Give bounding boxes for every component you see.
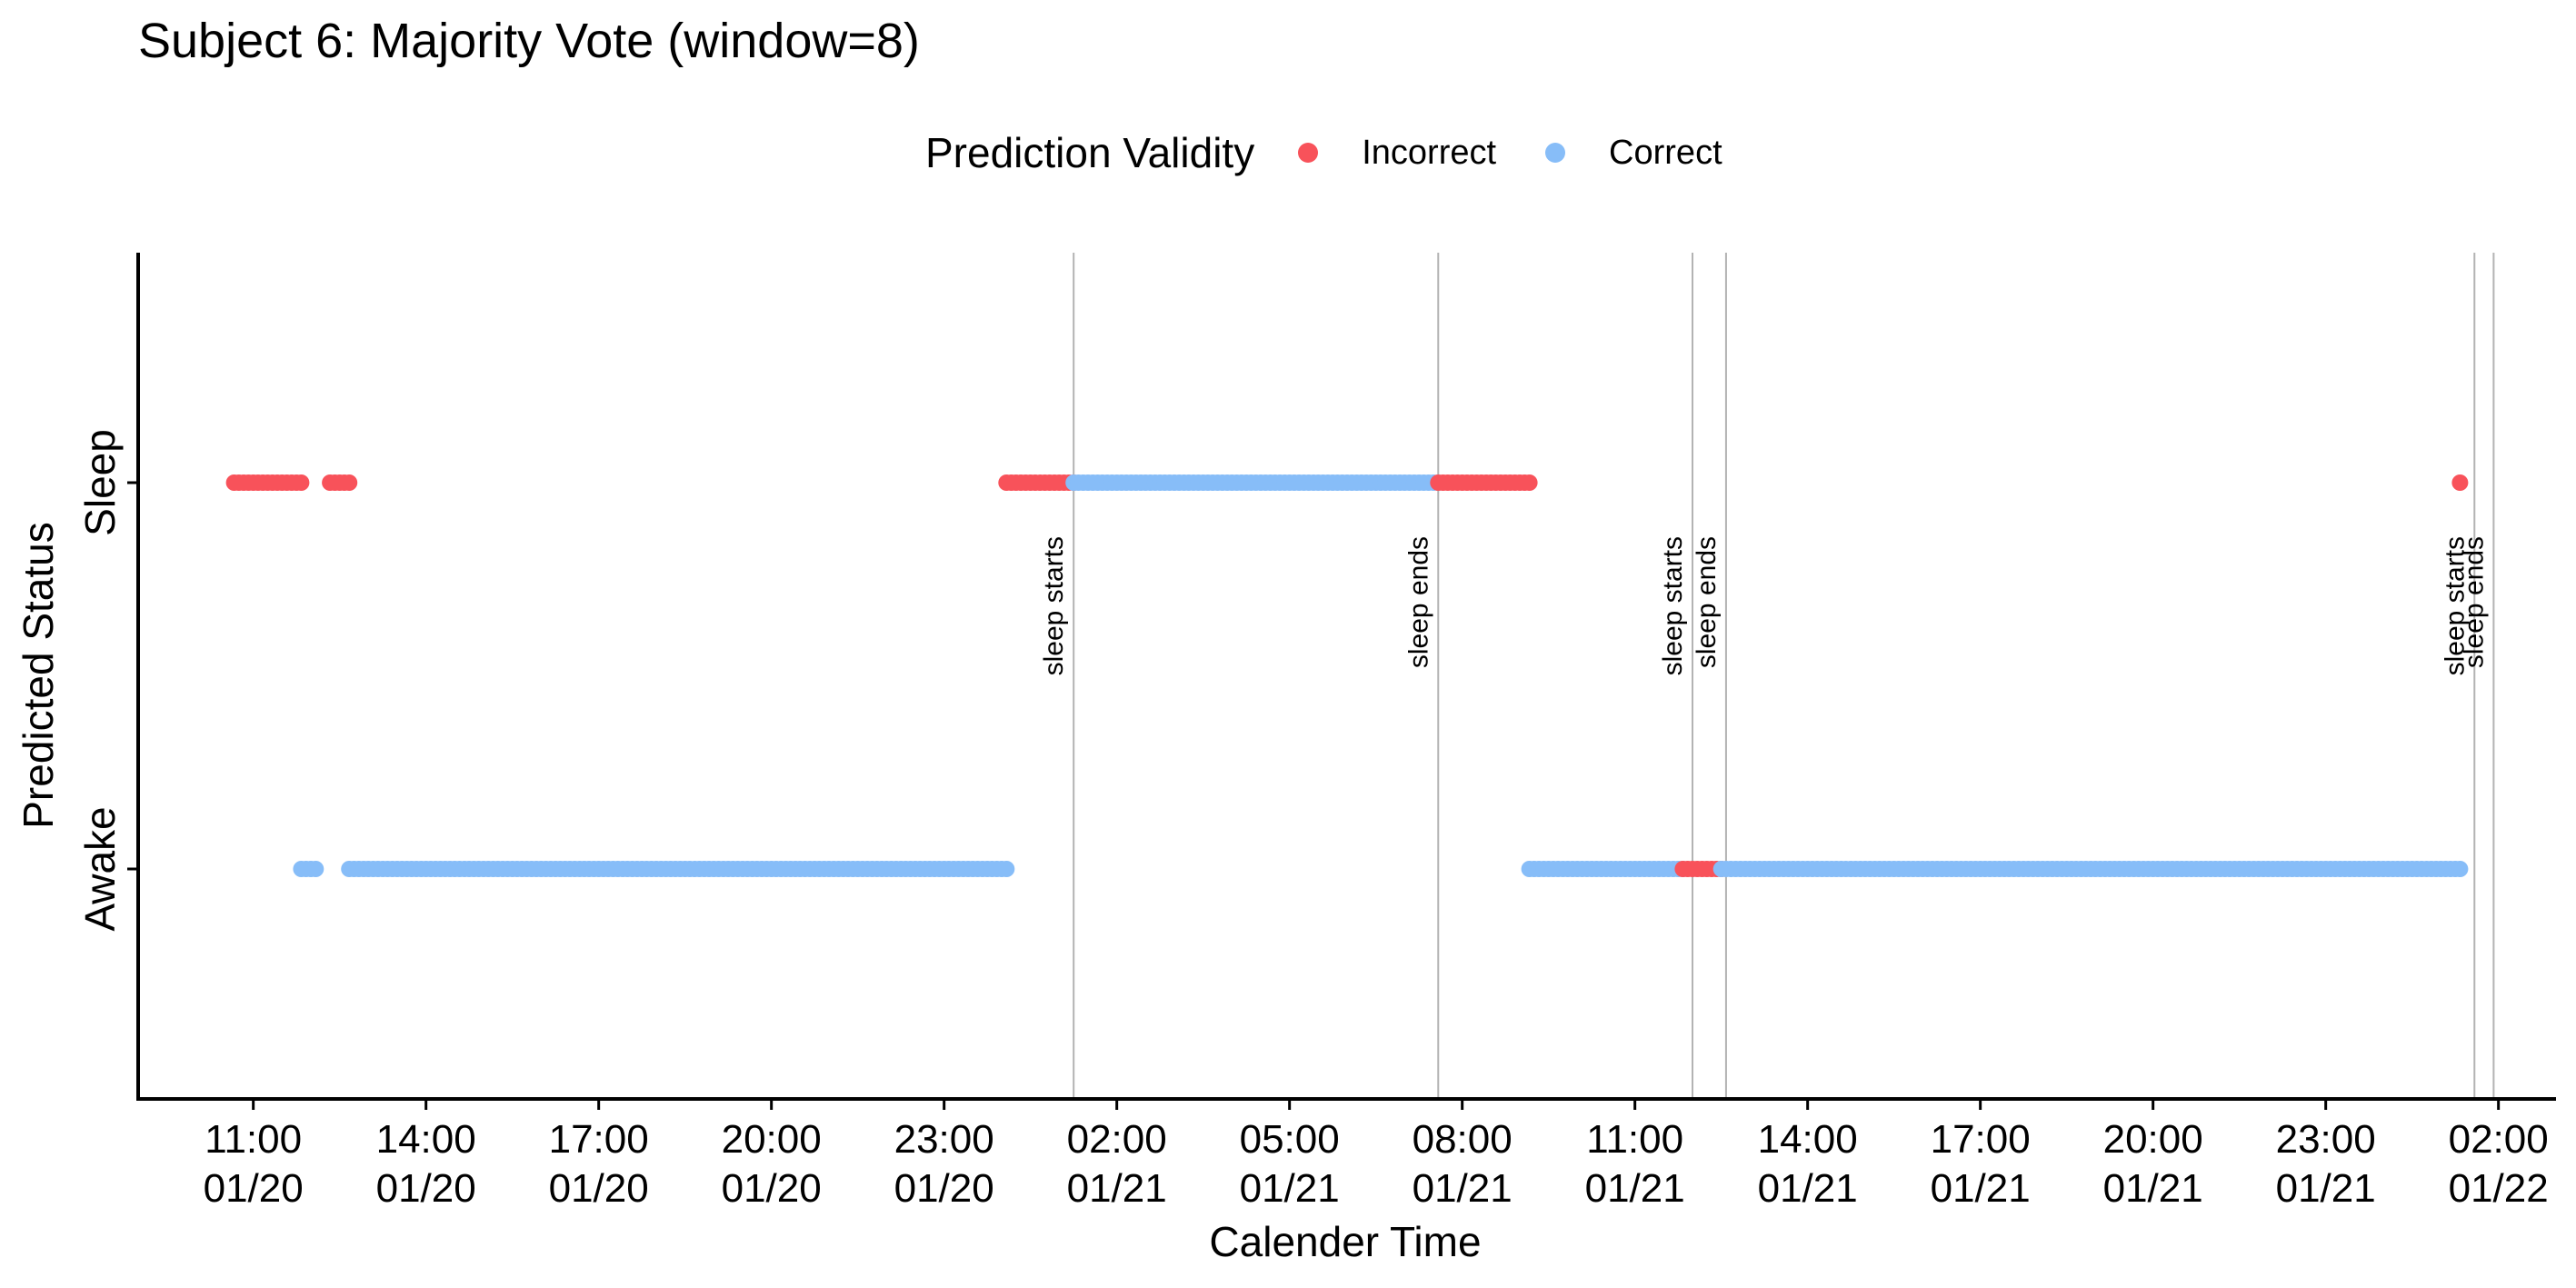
- y-tick-label: Awake: [76, 806, 124, 931]
- x-tick-label-date: 01/21: [2103, 1166, 2203, 1211]
- legend: Prediction Validity Incorrect Correct: [925, 125, 1772, 180]
- data-point-correct: [998, 861, 1015, 877]
- legend-marker-correct: [1545, 143, 1566, 163]
- x-axis-title: Calender Time: [1209, 1218, 1481, 1265]
- annotation-label: sleep starts: [1039, 536, 1069, 675]
- annotation-layer: sleep starts sleep ends sleep starts sleep …: [1039, 253, 2495, 1099]
- chart-title: Subject 6: Majority Vote (window=8): [138, 14, 920, 68]
- legend-item-correct: Correct: [1545, 134, 1722, 173]
- x-tick-label-date: 01/21: [1758, 1166, 1858, 1211]
- x-tick-label-date: 01/20: [894, 1166, 994, 1211]
- y-axis: Awake Sleep: [76, 429, 138, 932]
- x-tick-label-time: 11:00: [205, 1117, 302, 1162]
- legend-item-incorrect: Incorrect: [1298, 134, 1496, 173]
- x-axis: 11:0001/2014:0001/2017:0001/2020:0001/20…: [204, 1099, 2549, 1211]
- x-tick-label-date: 01/21: [1585, 1166, 1685, 1211]
- x-tick-label-date: 01/20: [204, 1166, 304, 1211]
- x-tick-label-time: 20:00: [722, 1117, 822, 1162]
- y-axis-title: Predicted Status: [15, 522, 62, 829]
- annotation-label: sleep ends: [1692, 536, 1722, 668]
- data-point-incorrect: [341, 474, 358, 491]
- data-point-incorrect: [2451, 474, 2469, 491]
- x-tick-label-time: 23:00: [2276, 1117, 2376, 1162]
- legend-label-incorrect: Incorrect: [1362, 133, 1497, 172]
- x-tick-label-date: 01/21: [1240, 1166, 1340, 1211]
- x-tick-label-date: 01/20: [722, 1166, 822, 1211]
- x-tick-label-date: 01/21: [1067, 1166, 1167, 1211]
- x-tick-label-date: 01/20: [376, 1166, 476, 1211]
- x-tick-label-time: 14:00: [1758, 1117, 1858, 1162]
- x-tick-label-time: 02:00: [1067, 1117, 1167, 1162]
- x-tick-label-time: 11:00: [1586, 1117, 1683, 1162]
- annotation-label: sleep ends: [2459, 536, 2489, 668]
- x-tick-label-time: 14:00: [376, 1117, 476, 1162]
- x-tick-label-time: 05:00: [1240, 1117, 1340, 1162]
- legend-label-correct: Correct: [1609, 133, 1722, 172]
- x-tick-label-time: 02:00: [2449, 1117, 2549, 1162]
- data-point-correct: [2451, 861, 2469, 877]
- x-tick-label-date: 01/20: [549, 1166, 649, 1211]
- x-tick-label-date: 01/21: [1931, 1166, 2031, 1211]
- x-tick-label-date: 01/22: [2449, 1166, 2549, 1211]
- x-tick-label-date: 01/21: [1413, 1166, 1513, 1211]
- legend-title: Prediction Validity: [925, 129, 1255, 176]
- x-tick-label-time: 08:00: [1413, 1117, 1513, 1162]
- data-point-incorrect: [1521, 474, 1538, 491]
- x-tick-label-time: 17:00: [1931, 1117, 2031, 1162]
- x-tick-label-time: 17:00: [549, 1117, 649, 1162]
- annotation-label: sleep starts: [1658, 536, 1688, 675]
- data-point-correct: [307, 861, 324, 877]
- annotation-label: sleep ends: [1403, 536, 1433, 668]
- x-tick-label-date: 01/21: [2276, 1166, 2376, 1211]
- legend-marker-incorrect: [1298, 143, 1319, 163]
- annotation-label: sleep starts: [2440, 536, 2470, 675]
- x-tick-label-time: 23:00: [894, 1117, 994, 1162]
- y-tick-label: Sleep: [76, 429, 124, 536]
- data-point-incorrect: [293, 474, 310, 491]
- x-tick-label-time: 20:00: [2103, 1117, 2203, 1162]
- points-layer: [225, 474, 2469, 877]
